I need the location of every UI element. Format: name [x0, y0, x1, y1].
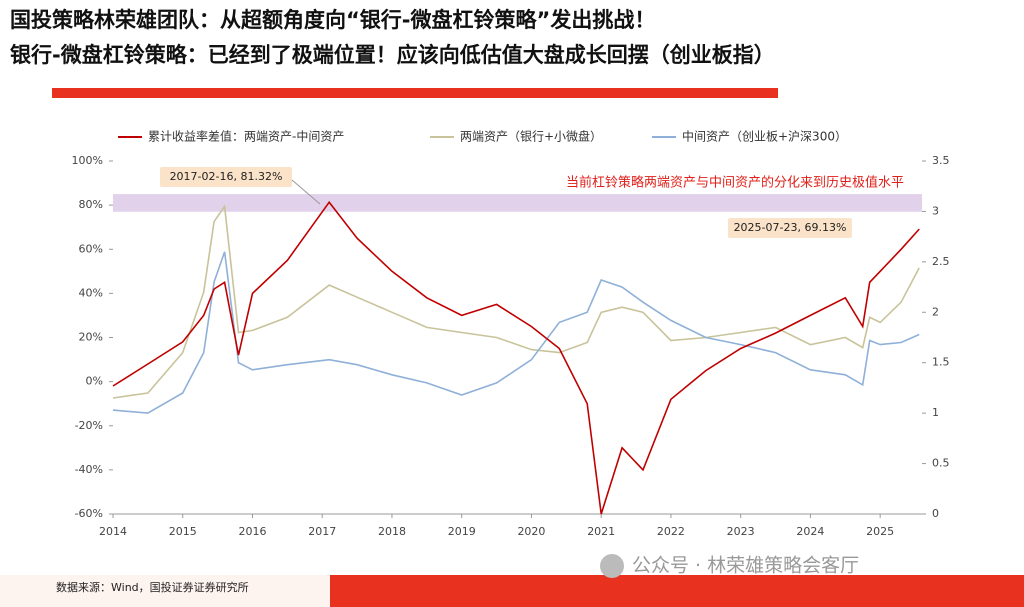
x-tick-label: 2021	[587, 525, 615, 538]
x-tick-label: 2015	[169, 525, 197, 538]
title-line: 国投策略林荣雄团队：从超额角度向“银行-微盘杠铃策略”发出挑战！	[10, 8, 655, 32]
y2-tick-label: 2	[932, 305, 939, 318]
source-note: 数据来源：Wind，国投证券证券研究所	[56, 580, 249, 594]
title-underline	[52, 88, 778, 98]
y-tick-label: 60%	[79, 242, 103, 255]
y2-tick-label: 0.5	[932, 457, 950, 470]
y-tick-label: -40%	[75, 463, 103, 476]
annotation-leader	[291, 179, 321, 205]
y-tick-label: 40%	[79, 286, 103, 299]
x-tick-label: 2017	[308, 525, 336, 538]
series-line	[112, 251, 920, 414]
x-tick-label: 2020	[517, 525, 545, 538]
y-tick-label: 80%	[79, 198, 103, 211]
annotation: 2025-07-23, 69.13%	[734, 221, 847, 234]
title-line: 银行-微盘杠铃策略：已经到了极端位置！应该向低估值大盘成长回摆（创业板指）	[10, 43, 775, 67]
annotation: 当前杠铃策略两端资产与中间资产的分化来到历史极值水平	[566, 175, 904, 191]
footer-source-bg	[0, 575, 330, 607]
y2-tick-label: 0	[932, 507, 939, 520]
annotation-box	[160, 167, 292, 187]
annotation-box	[728, 218, 852, 238]
y2-tick-label: 1.5	[932, 356, 950, 369]
legend-label: 中间资产（创业板+沪深300）	[682, 129, 847, 144]
watermark: 公众号 · 林荣雄策略会客厅	[632, 555, 859, 577]
y2-tick-label: 1	[932, 406, 939, 419]
y-tick-label: 0%	[86, 375, 103, 388]
x-tick-label: 2025	[866, 525, 894, 538]
y2-tick-label: 2.5	[932, 255, 950, 268]
x-tick-label: 2019	[448, 525, 476, 538]
watermark-icon	[600, 554, 624, 578]
x-tick-label: 2014	[99, 525, 127, 538]
y-tick-label: -20%	[75, 419, 103, 432]
x-tick-label: 2018	[378, 525, 406, 538]
y-tick-label: 20%	[79, 331, 103, 344]
highlight-band	[113, 194, 922, 212]
series-line	[112, 200, 920, 515]
y2-tick-label: 3.5	[932, 154, 950, 167]
legend-label: 累计收益率差值：两端资产-中间资产	[148, 129, 344, 144]
y-tick-label: 100%	[72, 154, 103, 167]
annotation: 2017-02-16, 81.32%	[170, 170, 283, 183]
x-tick-label: 2016	[238, 525, 266, 538]
x-tick-label: 2024	[796, 525, 824, 538]
y2-tick-label: 3	[932, 204, 939, 217]
series-line	[112, 204, 920, 399]
legend-label: 两端资产（银行+小微盘）	[460, 129, 602, 144]
x-tick-label: 2022	[657, 525, 685, 538]
x-tick-label: 2023	[727, 525, 755, 538]
y-tick-label: -60%	[75, 507, 103, 520]
